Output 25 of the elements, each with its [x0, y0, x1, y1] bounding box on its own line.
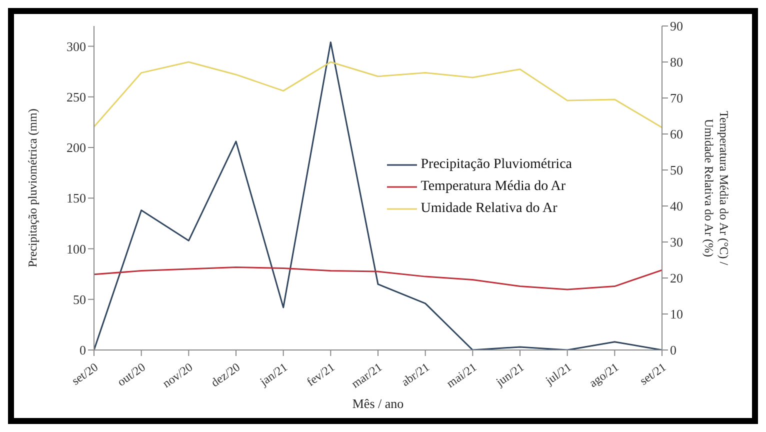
- legend-label: Umidade Relativa do Ar: [420, 200, 558, 218]
- y2-tick-label: 90: [670, 18, 683, 34]
- x-axis-title: Mês / ano: [352, 396, 404, 411]
- legend-label: Temperatura Média do Ar: [420, 178, 566, 196]
- y-tick-label: 150: [66, 190, 86, 206]
- y-tick-label: 300: [66, 38, 86, 54]
- line-series: [94, 61, 662, 128]
- y2-tick-label: 30: [670, 234, 683, 250]
- legend-label: Precipitação Pluviométrica: [420, 156, 572, 174]
- y2-tick-label: 50: [670, 162, 683, 178]
- y2-tick-label: 80: [670, 54, 683, 70]
- y2-tick-label: 10: [670, 306, 683, 322]
- y-tick-label: 0: [80, 342, 86, 358]
- y2-axis-title: Temperatura Média do Ar (°C) / Umidade Relativa do Ar (%): [702, 110, 731, 266]
- y-tick-label: 250: [66, 89, 86, 104]
- y-tick-label: 50: [73, 292, 86, 307]
- y-tick-label: 200: [66, 140, 86, 156]
- line-series: [94, 266, 662, 290]
- y2-tick-label: 70: [670, 90, 683, 106]
- y-axis-title: Precipitação pluviométrica (mm): [25, 108, 40, 268]
- y2-tick-label: 40: [670, 198, 683, 214]
- y2-tick-label: 60: [670, 126, 683, 142]
- y2-tick-label: 20: [670, 270, 683, 286]
- y-tick-label: 100: [66, 241, 86, 256]
- y2-tick-label: 0: [670, 342, 676, 358]
